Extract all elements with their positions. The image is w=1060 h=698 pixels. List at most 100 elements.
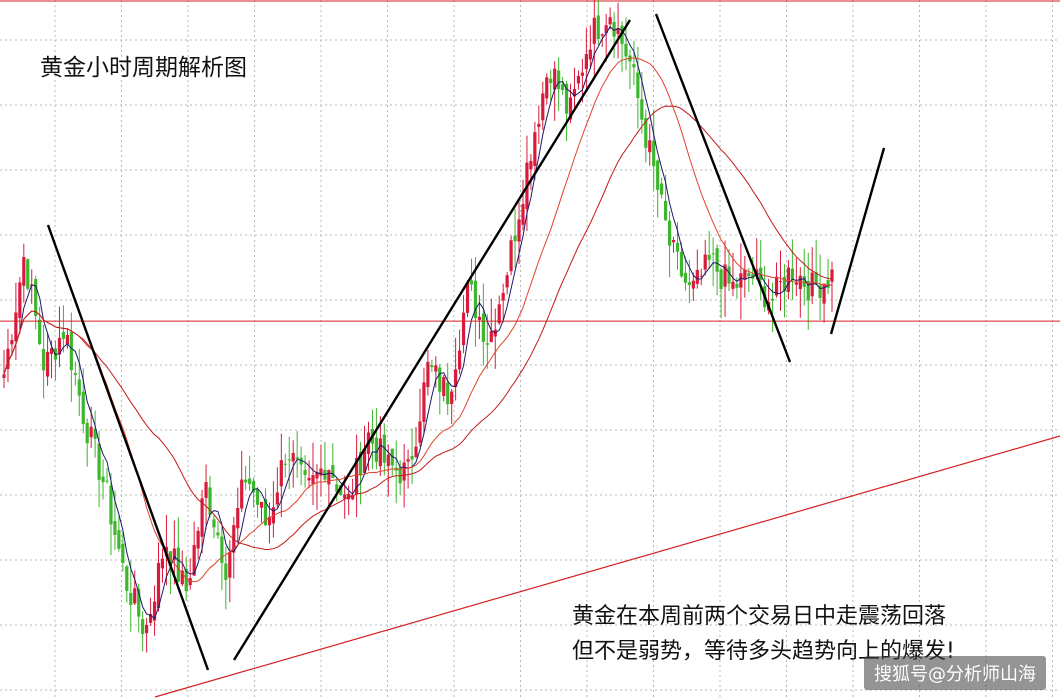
candle-body bbox=[386, 454, 390, 466]
candle-body bbox=[814, 272, 818, 285]
candle-body bbox=[778, 281, 783, 283]
candle-body bbox=[45, 351, 50, 377]
candle-body bbox=[826, 280, 830, 288]
candle-body bbox=[473, 280, 478, 319]
candle-body bbox=[564, 83, 569, 114]
candle-body bbox=[38, 319, 42, 345]
candle-body bbox=[192, 545, 196, 576]
candle-body bbox=[592, 17, 596, 44]
candle-body bbox=[616, 28, 620, 34]
candle-body bbox=[339, 485, 343, 495]
candle-body bbox=[794, 282, 798, 285]
candle-body bbox=[335, 484, 339, 492]
candle-body bbox=[568, 97, 573, 120]
candle-body bbox=[93, 428, 97, 439]
candle-body bbox=[600, 34, 604, 36]
candle-body bbox=[652, 140, 656, 167]
candle-body bbox=[612, 22, 616, 37]
candle-body bbox=[137, 588, 141, 617]
candle-body bbox=[378, 438, 382, 467]
candle-body bbox=[351, 495, 355, 500]
candle-body bbox=[743, 269, 747, 280]
candle-body bbox=[61, 331, 66, 339]
candle-body bbox=[121, 543, 125, 563]
candle-body bbox=[770, 298, 775, 301]
candle-body bbox=[267, 516, 272, 526]
candle-body bbox=[438, 367, 442, 392]
candle-body bbox=[240, 479, 244, 509]
candle-body bbox=[774, 276, 779, 296]
candle-body bbox=[719, 269, 723, 290]
candle-body bbox=[263, 499, 268, 526]
candle-body bbox=[695, 270, 699, 284]
candle-body bbox=[414, 446, 418, 457]
trend-line bbox=[829, 147, 886, 335]
candle-body bbox=[632, 64, 636, 68]
candle-body bbox=[735, 283, 739, 288]
candle-body bbox=[810, 272, 814, 297]
candle-body bbox=[117, 530, 121, 549]
candle-body bbox=[683, 272, 688, 283]
candle-body bbox=[553, 68, 557, 90]
candle-body bbox=[711, 253, 715, 255]
candle-body bbox=[358, 451, 363, 476]
candle-body bbox=[529, 160, 533, 170]
candle-body bbox=[145, 624, 149, 634]
candle-body bbox=[184, 568, 188, 591]
candle-body bbox=[148, 613, 153, 623]
candle-body bbox=[576, 75, 581, 84]
candle-body bbox=[101, 476, 105, 483]
candle-body bbox=[133, 588, 137, 604]
candle-body bbox=[259, 501, 264, 508]
candle-body bbox=[208, 487, 212, 515]
candle-body bbox=[14, 312, 18, 342]
candle-body bbox=[671, 239, 676, 243]
candle-body bbox=[315, 472, 319, 479]
candle-body bbox=[10, 340, 14, 345]
candle-body bbox=[469, 280, 474, 285]
candle-body bbox=[798, 275, 802, 290]
candle-body bbox=[790, 268, 794, 280]
candle-body bbox=[22, 257, 26, 286]
candle-body bbox=[731, 281, 735, 289]
candle-body bbox=[6, 348, 10, 370]
candle-body bbox=[465, 282, 470, 313]
candle-body bbox=[113, 521, 117, 535]
candle-body bbox=[65, 334, 69, 345]
candle-body bbox=[331, 465, 335, 478]
candle-body bbox=[802, 276, 806, 287]
candle-body bbox=[509, 240, 513, 272]
candle-body bbox=[141, 619, 145, 635]
candle-body bbox=[572, 88, 577, 97]
candle-body bbox=[822, 283, 826, 304]
candle-body bbox=[557, 70, 561, 90]
candle-body bbox=[501, 292, 505, 301]
candle-body bbox=[541, 93, 545, 121]
trend-line bbox=[232, 19, 632, 661]
candle-body bbox=[727, 266, 731, 284]
candle-body bbox=[549, 78, 553, 84]
candle-body bbox=[675, 242, 680, 252]
candle-body bbox=[687, 282, 691, 286]
candle-body bbox=[49, 348, 54, 354]
candle-body bbox=[517, 219, 521, 242]
candle-body bbox=[446, 382, 450, 405]
watermark: 搜狐号@分析师山海 bbox=[864, 656, 1046, 690]
candle-body bbox=[513, 235, 517, 242]
candle-body bbox=[537, 123, 541, 127]
candle-body bbox=[129, 592, 133, 605]
chart-title: 黄金小时周期解析图 bbox=[40, 55, 247, 81]
candle-body bbox=[450, 391, 454, 405]
candle-body bbox=[362, 449, 367, 473]
candle-body bbox=[759, 267, 763, 280]
candle-body bbox=[422, 382, 426, 422]
candle-body bbox=[786, 267, 791, 292]
ma-fast-line bbox=[3, 25, 833, 619]
candle-body bbox=[236, 508, 240, 529]
candle-body bbox=[216, 532, 220, 536]
candle-body bbox=[747, 272, 751, 277]
candle-body bbox=[283, 463, 287, 465]
candle-body bbox=[279, 460, 283, 487]
ma-slow-line bbox=[3, 105, 833, 551]
